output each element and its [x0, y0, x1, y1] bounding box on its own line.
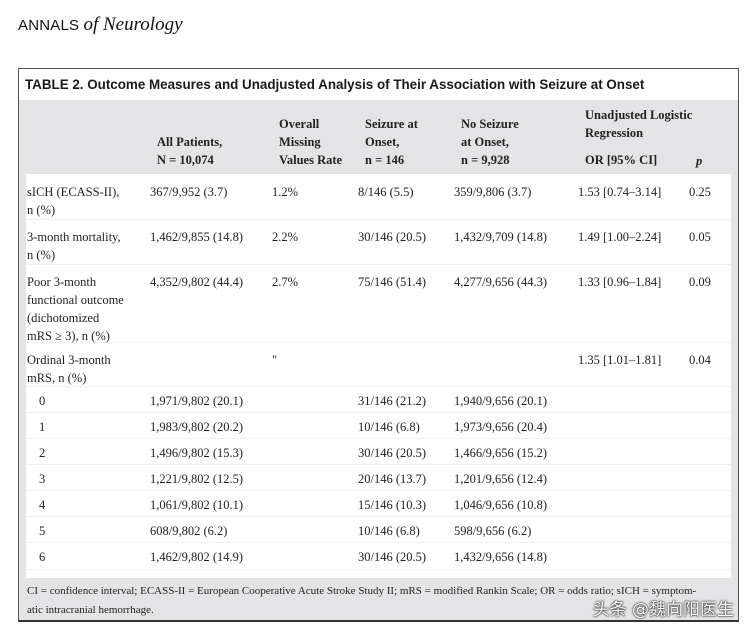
cell-noseizure: 1,432/9,709 (14.8)	[454, 230, 548, 244]
cell-noseizure: 359/9,806 (3.7)	[454, 185, 532, 199]
header-all-patients: All Patients, N = 10,074	[157, 135, 223, 167]
table-frame: TABLE 2. Outcome Measures and Unadjusted…	[18, 68, 739, 622]
cell-seizure: 30/146 (20.5)	[358, 230, 427, 244]
cell-label: 0	[39, 392, 45, 410]
cell-or: 1.53 [0.74–3.14]	[578, 185, 662, 199]
cell-seizure: 30/146 (20.5)	[358, 550, 427, 564]
cell-p: 0.05	[689, 230, 711, 244]
cell-noseizure: 1,466/9,656 (15.2)	[454, 446, 548, 460]
cell-all: 1,462/9,855 (14.8)	[150, 230, 244, 244]
table-row: 4 1,061/9,802 (10.1) 15/146 (10.3) 1,046/9,…	[26, 490, 731, 517]
label-line: 3	[39, 472, 46, 486]
cell-noseizure: 1,940/9,656 (20.1)	[454, 394, 548, 408]
cell-seizure: 10/146 (6.8)	[358, 524, 420, 538]
cell-noseizure: 4,277/9,656 (44.3)	[454, 275, 548, 289]
table-row: sICH (ECASS-II), n (%) 367/9,952 (3.7) 1.2%…	[26, 174, 731, 220]
cell-missing: 1.2%	[272, 185, 299, 199]
cell-noseizure: 1,201/9,656 (12.4)	[454, 472, 548, 486]
cell-seizure: 10/146 (6.8)	[358, 420, 420, 434]
label-line: 2	[39, 446, 46, 460]
cell-or: 1.35 [1.01–1.81]	[578, 353, 662, 367]
cell-label: 5	[39, 522, 45, 540]
cell-or: 1.33 [0.96–1.84]	[578, 275, 662, 289]
cell-label: 1	[39, 418, 45, 436]
header-p: p	[696, 154, 703, 168]
cell-missing: 2.7%	[272, 275, 299, 289]
table-row: 6 1,462/9,802 (14.9) 30/146 (20.5) 1,432/9,…	[26, 542, 731, 570]
cell-all: 4,352/9,802 (44.4)	[150, 275, 244, 289]
cell-all: 1,061/9,802 (10.1)	[150, 498, 244, 512]
label-line: 1	[39, 420, 46, 434]
cell-seizure: 20/146 (13.7)	[358, 472, 427, 486]
cell-label: 3	[39, 470, 45, 488]
cell-label: 4	[39, 496, 45, 514]
table-row: 3 1,221/9,802 (12.5) 20/146 (13.7) 1,201/9,…	[26, 464, 731, 491]
header-missing-rate: Overall Missing Values Rate	[279, 117, 343, 167]
label-line: sICH (ECASS-II),	[27, 185, 120, 199]
label-line: (dichotomized	[27, 311, 100, 325]
cell-noseizure: 1,973/9,656 (20.4)	[454, 420, 548, 434]
cell-seizure: 8/146 (5.5)	[358, 185, 414, 199]
label-line: 3-month mortality,	[27, 230, 121, 244]
cell-all: 1,971/9,802 (20.1)	[150, 394, 244, 408]
cell-seizure: 15/146 (10.3)	[358, 498, 427, 512]
cell-noseizure: 598/9,656 (6.2)	[454, 524, 532, 538]
cell-seizure: 75/146 (51.4)	[358, 275, 427, 289]
cell-missing: "	[272, 353, 278, 367]
cell-p: 0.09	[689, 275, 711, 289]
cell-all: 1,983/9,802 (20.2)	[150, 420, 244, 434]
journal-name-part1: ANNALS	[18, 17, 80, 34]
table-row: 1 1,983/9,802 (20.2) 10/146 (6.8) 1,973/9,6…	[26, 412, 731, 439]
table-row: 0 1,971/9,802 (20.1) 31/146 (21.2) 1,940/9,…	[26, 386, 731, 413]
header-or: OR [95% CI]	[585, 153, 658, 167]
watermark: 头条 @魏向阳医生	[592, 600, 734, 620]
cell-all: 1,221/9,802 (12.5)	[150, 472, 244, 486]
label-line: 5	[39, 524, 46, 538]
cell-missing: 2.2%	[272, 230, 299, 244]
table-title: TABLE 2. Outcome Measures and Unadjusted…	[19, 69, 738, 100]
table-row: 2 1,496/9,802 (15.3) 30/146 (20.5) 1,466/9,…	[26, 438, 731, 465]
footnote-line: CI = confidence interval; ECASS-II = Eur…	[27, 585, 697, 597]
cell-label: 2	[39, 444, 45, 462]
footnote: CI = confidence interval; ECASS-II = Eur…	[27, 582, 730, 620]
label-line: n (%)	[27, 248, 56, 262]
table-row: 3-month mortality, n (%) 1,462/9,855 (14.8…	[26, 219, 731, 265]
header-regression: Unadjusted Logistic Regression	[585, 108, 693, 140]
table-row: Ordinal 3-month mRS, n (%) " 1.35 [1.01–1.8…	[26, 342, 731, 387]
table-row: Poor 3-month functional outcome (dichotomi…	[26, 264, 731, 343]
cell-noseizure: 1,046/9,656 (10.8)	[454, 498, 548, 512]
cell-all: 1,462/9,802 (14.9)	[150, 550, 244, 564]
label-line: functional outcome	[27, 293, 124, 307]
cell-p: 0.25	[689, 185, 711, 199]
cell-label: Poor 3-month functional outcome (dichotomi…	[27, 273, 124, 345]
cell-label: 6	[39, 548, 45, 566]
label-line: n (%)	[27, 203, 56, 217]
footnote-line: atic intracranial hemorrhage.	[27, 604, 154, 616]
cell-all: 367/9,952 (3.7)	[150, 185, 228, 199]
label-line: 0	[39, 394, 46, 408]
cell-noseizure: 1,432/9,656 (14.8)	[454, 550, 548, 564]
cell-label: sICH (ECASS-II), n (%)	[27, 183, 119, 219]
journal-name: ANNALS of Neurology	[18, 14, 183, 36]
table-header: All Patients, N = 10,074 Overall Missing Va…	[19, 100, 738, 174]
label-line: 6	[39, 550, 46, 564]
label-line: Ordinal 3-month	[27, 353, 111, 367]
cell-or: 1.49 [1.00–2.24]	[578, 230, 662, 244]
cell-all: 608/9,802 (6.2)	[150, 524, 228, 538]
label-line: mRS ≥ 3), n (%)	[27, 329, 110, 343]
label-line: 4	[39, 498, 46, 512]
cell-p: 0.04	[689, 353, 711, 367]
cell-all: 1,496/9,802 (15.3)	[150, 446, 244, 460]
table-row: 5 608/9,802 (6.2) 10/146 (6.8) 598/9,656 (6…	[26, 516, 731, 543]
table-body: sICH (ECASS-II), n (%) 367/9,952 (3.7) 1.2%…	[26, 174, 731, 578]
journal-name-part2: of Neurology	[83, 14, 183, 35]
cell-seizure: 30/146 (20.5)	[358, 446, 427, 460]
cell-seizure: 31/146 (21.2)	[358, 394, 427, 408]
label-line: Poor 3-month	[27, 275, 97, 289]
label-line: mRS, n (%)	[27, 371, 87, 385]
cell-label: 3-month mortality, n (%)	[27, 228, 121, 264]
cell-label: Ordinal 3-month mRS, n (%)	[27, 351, 111, 387]
header-no-seizure: No Seizure at Onset, n = 9,928	[461, 117, 519, 167]
header-seizure: Seizure at Onset, n = 146	[365, 117, 418, 167]
